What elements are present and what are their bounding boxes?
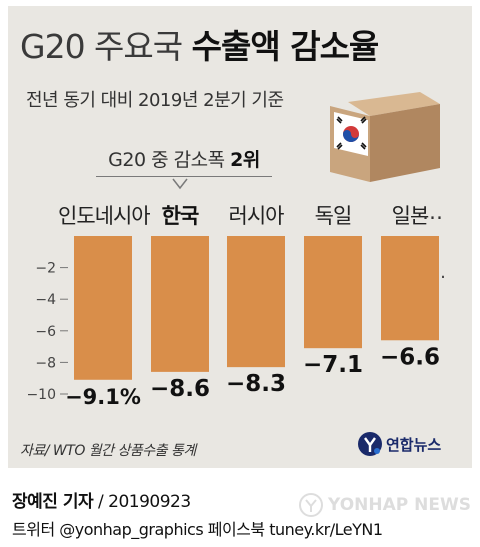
bar-value-label-0: −9.1% [65,385,141,409]
y-tick-label: −6 [35,324,56,340]
callout-text: G20 중 감소폭 2위 [96,145,272,172]
bar-1 [151,236,209,372]
callout-rank: 2위 [230,149,260,171]
watermark-icon [299,493,323,517]
bar-value-label-1: −8.6 [150,376,210,402]
yonhap-logo: 연합뉴스 [357,431,441,457]
bar-value-label-3: −7.1 [303,352,363,378]
bar-0 [74,236,132,380]
category-label-germany: 독일 [314,204,353,228]
korea-export-box-illustration [330,90,442,186]
bar-3 [304,236,362,349]
byline: 장예진 기자 / 20190923 [12,487,191,512]
social-links: 트위터 @yonhap_graphics 페이스북 tuney.kr/LeYN1 [12,520,383,539]
chart-title: G20 주요국 수출액 감소율 [20,20,380,68]
bar-2 [227,236,285,368]
y-tick-label: −2 [35,261,56,277]
source-note: 자료/ WTO 월간 상품수출 통계 [20,443,196,459]
chart-subtitle: 전년 동기 대비 2019년 2분기 기준 [26,90,284,111]
y-tick-label: −8 [35,355,56,371]
category-label-russia: 러시아 [228,204,285,228]
callout-caret-icon [172,175,188,194]
yonhap-logo-icon [358,432,382,456]
bar-value-label-4: −6.6 [380,344,440,370]
callout-label: G20 중 감소폭 [108,149,225,171]
byline-date: / 20190923 [98,492,191,512]
ellipsis-top: … [422,200,443,224]
y-tick-label: −4 [35,292,56,308]
title-bold: 수출액 감소율 [191,27,380,66]
callout-line [96,176,272,177]
title-light: G20 주요국 [20,27,183,66]
y-tick-label: −10 [26,387,56,403]
bar-4 [381,236,439,341]
category-label-korea: 한국 [161,204,200,228]
yonhap-watermark: YONHAP NEWS [298,492,471,518]
byline-name: 장예진 기자 [12,492,94,512]
bar-value-label-2: −8.3 [226,371,286,397]
category-label-japan: 일본 [391,204,430,228]
yonhap-logo-text: 연합뉴스 [386,435,442,454]
watermark-text: YONHAP NEWS [328,495,471,515]
category-label-indonesia: 인도네시아 [58,204,151,228]
